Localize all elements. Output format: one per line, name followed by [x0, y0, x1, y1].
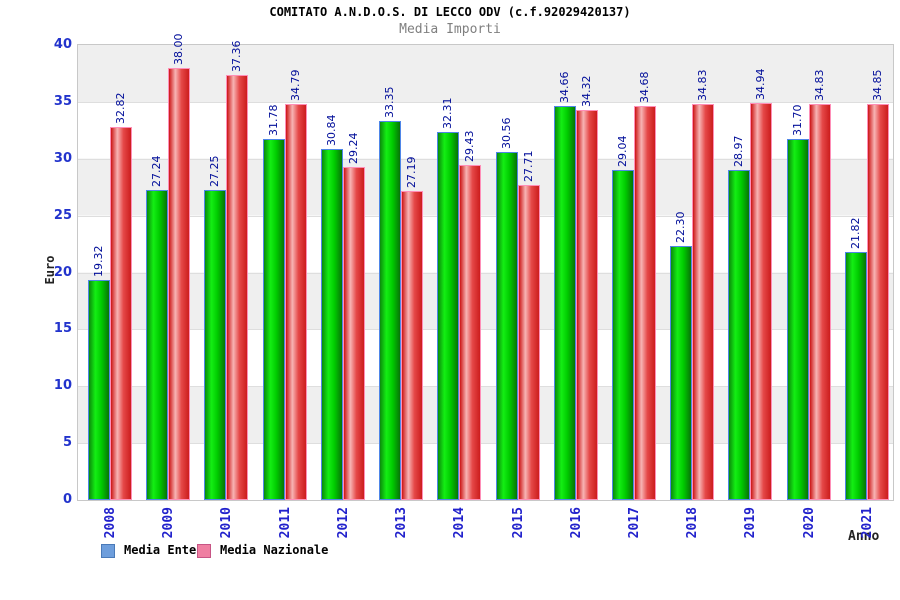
- bar-media-nazionale-2018: [692, 103, 715, 500]
- bar-media-ente-2009: [146, 190, 169, 500]
- y-tick-label: 25: [53, 207, 72, 223]
- x-tick-label: 2008: [103, 507, 118, 539]
- bar-media-nazionale-2009: [168, 67, 191, 500]
- bar-value-label: 31.70: [790, 104, 804, 137]
- legend-label-media-ente: Media Ente: [124, 543, 197, 557]
- x-tick-label: 2015: [510, 507, 526, 539]
- bar-value-label: 27.19: [405, 156, 419, 188]
- y-tick-label: 10: [53, 378, 72, 394]
- bar-media-nazionale-2012: [342, 167, 365, 500]
- x-tick-label: 2017: [626, 507, 642, 539]
- bar-value-label: 19.32: [92, 245, 105, 278]
- y-tick-label: 20: [53, 264, 72, 280]
- gridline-25: [78, 215, 893, 217]
- chart-subtitle: Media Importi: [399, 22, 501, 37]
- bar-media-ente-2019: [728, 170, 751, 500]
- x-tick-label: 2014: [452, 507, 468, 539]
- bar-media-nazionale-2011: [284, 104, 307, 500]
- bar-media-nazionale-2008: [110, 126, 132, 500]
- bar-media-ente-2017: [611, 169, 634, 500]
- x-tick-label: 2021: [859, 507, 875, 539]
- bar-media-nazionale-2021: [866, 103, 889, 500]
- bar-media-ente-2008: [88, 280, 110, 500]
- x-tick-label: 2020: [801, 507, 817, 539]
- bar-value-label: 37.36: [230, 40, 244, 73]
- x-tick-label: 2011: [277, 507, 293, 539]
- legend-swatch-media-ente: [101, 544, 115, 558]
- x-tick-label: 2010: [219, 507, 235, 539]
- bar-value-label: 22.30: [674, 211, 688, 244]
- bar-media-nazionale-2013: [401, 190, 424, 500]
- bar-media-nazionale-2015: [517, 184, 540, 500]
- bar-media-ente-2020: [786, 139, 809, 500]
- y-tick-label: 0: [62, 492, 72, 507]
- bar-value-label: 34.68: [637, 71, 651, 103]
- bar-value-label: 32.82: [114, 92, 127, 124]
- y-tick-label: 35: [53, 93, 72, 109]
- y-tick-label: 5: [62, 435, 72, 451]
- y-tick-label: 40: [53, 37, 72, 52]
- bar-media-ente-2014: [437, 132, 460, 500]
- gridline-30: [78, 158, 893, 160]
- bar-value-label: 31.78: [266, 104, 280, 136]
- bar-value-label: 34.85: [870, 69, 884, 101]
- chart-title: COMITATO A.N.D.O.S. DI LECCO ODV (c.f.92…: [269, 5, 631, 19]
- gridline-15: [78, 329, 893, 331]
- bar-value-label: 27.25: [208, 155, 222, 188]
- gridline-35: [78, 101, 893, 103]
- bar-media-nazionale-2019: [750, 102, 773, 500]
- bar-media-ente-2011: [262, 138, 285, 500]
- bar-value-label: 30.56: [499, 117, 513, 150]
- bar-value-label: 32.31: [441, 97, 455, 130]
- bar-media-nazionale-2010: [226, 75, 249, 500]
- bar-media-nazionale-2014: [459, 165, 482, 500]
- x-tick-label: 2012: [335, 507, 351, 539]
- bar-value-label: 34.32: [579, 75, 593, 107]
- bar-media-ente-2010: [204, 190, 227, 500]
- bar-media-nazionale-2020: [808, 103, 831, 500]
- bar-media-nazionale-2016: [575, 109, 598, 500]
- bar-media-ente-2021: [844, 251, 867, 500]
- y-tick-label: 15: [53, 321, 72, 337]
- bar-value-label: 27.71: [521, 150, 535, 182]
- x-tick-label: 2019: [743, 507, 759, 539]
- legend-swatch-media-nazionale: [197, 544, 211, 558]
- gridline-10: [78, 386, 893, 388]
- x-tick-label: 2018: [685, 507, 701, 539]
- y-tick-label: 30: [53, 150, 72, 166]
- x-tick-label: 2013: [394, 507, 410, 539]
- bar-value-label: 29.43: [463, 130, 477, 163]
- bar-value-label: 29.04: [615, 135, 629, 167]
- legend-label-media-nazionale: Media Nazionale: [220, 543, 329, 557]
- bar-value-label: 38.00: [172, 33, 186, 65]
- bar-value-label: 34.94: [754, 68, 768, 100]
- bar-value-label: 21.82: [848, 217, 862, 249]
- bar-value-label: 34.83: [696, 69, 710, 101]
- bar-value-label: 27.24: [150, 155, 164, 188]
- bar-media-nazionale-2017: [633, 105, 656, 500]
- bar-media-ente-2016: [553, 105, 576, 500]
- bar-value-label: 30.84: [324, 114, 338, 147]
- x-axis-title: Anno: [848, 529, 880, 544]
- bar-media-ente-2018: [670, 246, 693, 500]
- bar-value-label: 34.79: [288, 69, 302, 102]
- bar-media-ente-2015: [495, 152, 518, 500]
- gridline-20: [78, 272, 893, 274]
- bar-value-label: 33.35: [383, 86, 397, 118]
- bar-value-label: 29.24: [346, 132, 360, 165]
- bar-value-label: 34.83: [812, 69, 826, 101]
- bar-value-label: 34.66: [557, 71, 571, 103]
- bar-media-ente-2012: [320, 149, 343, 500]
- bar-media-ente-2013: [379, 120, 402, 500]
- bar-value-label: 28.97: [732, 135, 746, 168]
- gridline-5: [78, 443, 893, 445]
- x-tick-label: 2016: [568, 507, 584, 539]
- x-tick-label: 2009: [161, 507, 177, 539]
